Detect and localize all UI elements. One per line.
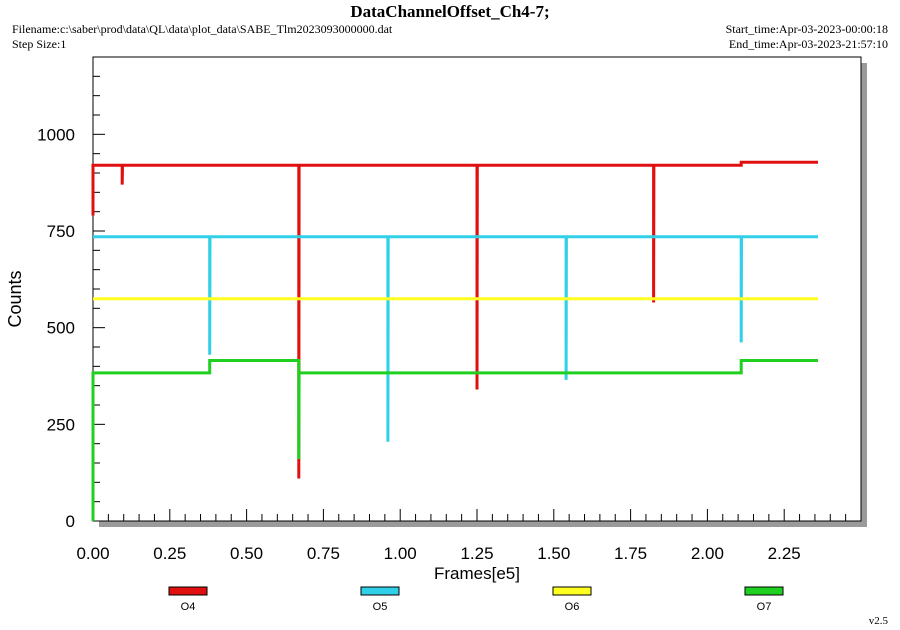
- y-tick-label: 500: [47, 319, 75, 338]
- y-tick-label: 250: [47, 415, 75, 434]
- version-label: v2.5: [868, 615, 888, 627]
- x-tick-label: 0.00: [76, 544, 109, 563]
- x-tick-label: 1.00: [384, 544, 417, 563]
- series-line-o5: [93, 235, 818, 442]
- x-axis-label: Frames[e5]: [434, 564, 520, 583]
- legend-swatch-o4: [168, 586, 208, 596]
- x-tick-label: 2.00: [691, 544, 724, 563]
- legend-swatch-o6: [552, 586, 592, 596]
- x-tick-label: 1.50: [537, 544, 570, 563]
- x-tick-label: 1.25: [460, 544, 493, 563]
- x-tick-label: 0.25: [153, 544, 186, 563]
- start-time-label: Start_time:Apr-03-2023-00:00:18: [725, 22, 888, 36]
- series-line-o4: [91, 160, 818, 479]
- y-axis-label: Counts: [5, 270, 25, 327]
- x-tick-label: 0.75: [307, 544, 340, 563]
- y-tick-label: 1000: [37, 125, 75, 144]
- filename-label: Filename:c:\saber\prod\data\QL\data\plot…: [12, 22, 393, 36]
- y-tick-label: 0: [66, 512, 75, 531]
- x-tick-label: 1.75: [614, 544, 647, 563]
- end-time-label: End_time:Apr-03-2023-21:57:10: [728, 37, 888, 51]
- x-tick-label: 0.50: [230, 544, 263, 563]
- series-line-o7: [91, 359, 818, 521]
- y-tick-label: 750: [47, 222, 75, 241]
- legend-label-o6: O6: [565, 601, 580, 613]
- legend-label-o5: O5: [373, 601, 388, 613]
- legend-swatch-o7: [744, 586, 784, 596]
- legend-label-o7: O7: [757, 601, 772, 613]
- step-size-label: Step Size:1: [12, 37, 67, 51]
- chart-title: DataChannelOffset_Ch4-7;: [350, 2, 550, 21]
- x-tick-label: 2.25: [768, 544, 801, 563]
- legend-label-o4: O4: [181, 601, 196, 613]
- legend-swatch-o5: [360, 586, 400, 596]
